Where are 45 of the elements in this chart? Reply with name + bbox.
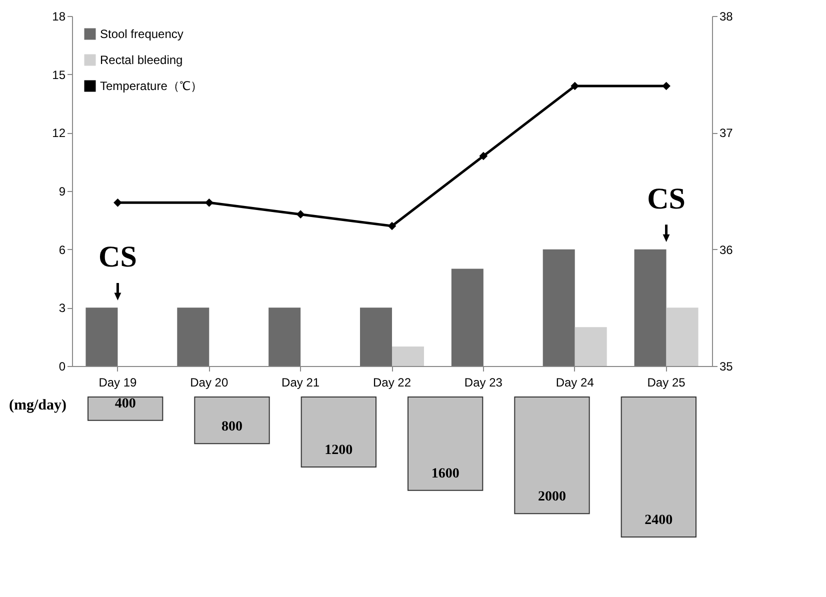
bar [666, 308, 698, 366]
y-tick-label: 6 [58, 242, 66, 257]
y-tick-label: 9 [58, 184, 66, 198]
bar [177, 308, 210, 366]
legend-label: Temperature（℃） [100, 79, 202, 93]
bar [268, 308, 301, 366]
point [296, 210, 305, 219]
y2-tick-label: 38 [720, 10, 734, 24]
x-tick-label: Day 19 [98, 376, 138, 390]
legend-label: Rectal bleeding [100, 53, 183, 67]
y-tick-label: 0 [58, 360, 66, 374]
annotation: CS [98, 240, 137, 274]
x-tick-label: Day 22 [372, 376, 412, 390]
point [114, 198, 122, 207]
annotation: CS [647, 182, 686, 216]
text: (mg/day) [9, 398, 66, 414]
y-tick-label: 15 [52, 68, 66, 82]
x-tick-label: Day 23 [464, 376, 503, 390]
y2-tick-label: 35 [720, 360, 734, 374]
x-tick-label: Day 20 [190, 376, 228, 390]
bar [360, 308, 392, 366]
bar [542, 249, 575, 366]
bar [451, 268, 484, 366]
data-label: 400 [114, 396, 136, 412]
x-tick-label: Day 24 [556, 376, 594, 390]
y-tick-label: 18 [52, 10, 66, 24]
y-tick-label: 3 [58, 301, 66, 316]
point [662, 82, 670, 90]
bar [86, 308, 118, 366]
y2-tick-label: 37 [720, 126, 734, 140]
bar [574, 327, 607, 366]
data-label: 2000 [538, 490, 566, 505]
bar [634, 249, 666, 366]
bar [392, 346, 424, 366]
data-label: 1600 [431, 466, 460, 482]
data-label: 1200 [324, 443, 353, 458]
y2-tick-label: 36 [720, 242, 734, 257]
point [479, 152, 488, 160]
data-label: 800 [222, 420, 242, 435]
legend-label: Stool frequency [100, 27, 184, 41]
x-tick-label: Day 25 [647, 376, 686, 390]
data-label: 2400 [644, 513, 673, 528]
y-tick-label: 12 [52, 126, 66, 140]
point [388, 222, 396, 230]
x-tick-label: Day 21 [282, 376, 320, 390]
